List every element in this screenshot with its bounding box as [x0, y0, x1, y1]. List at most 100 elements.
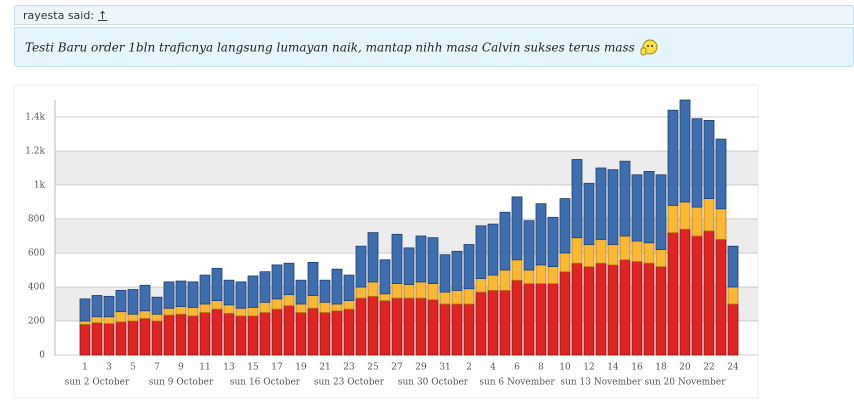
bar-segment [667, 232, 679, 356]
bar-segment [283, 305, 295, 356]
bar-segment [487, 289, 499, 356]
bar-segment [247, 306, 259, 317]
bar-segment [451, 303, 463, 356]
bar-segment [403, 284, 415, 299]
bar-segment [643, 242, 655, 264]
bar-segment [391, 297, 403, 356]
smiley [640, 39, 658, 56]
y-tick-label: 600 [28, 249, 45, 259]
x-tick-label: 22 [703, 363, 714, 373]
bar-segment [463, 244, 475, 290]
bar-segment [415, 297, 427, 356]
bar-segment [679, 99, 691, 203]
bar-segment [283, 262, 295, 296]
x-tick-label: 2 [466, 363, 472, 373]
y-tick-label: 200 [28, 317, 45, 327]
bar-segment [103, 295, 115, 318]
bar-segment [583, 266, 595, 356]
y-tick-label: 1.4k [25, 113, 45, 123]
bar-segment [379, 293, 391, 302]
bar-segment [511, 196, 523, 261]
bar-segment [547, 216, 559, 268]
bar-segment [379, 300, 391, 356]
bar-segment [355, 297, 367, 356]
bar-segment [415, 281, 427, 299]
bar-segment [115, 289, 127, 313]
week-label: sun 13 November [560, 378, 642, 388]
x-tick-label: 27 [391, 363, 403, 373]
bar-segment [439, 303, 451, 356]
bar-segment [235, 307, 247, 317]
x-tick-label: 1 [82, 363, 88, 373]
bar-segment [607, 244, 619, 266]
x-tick-label: 29 [415, 363, 427, 373]
bar-segment [487, 274, 499, 291]
bar-segment [163, 307, 175, 316]
week-label: sun 30 October [398, 378, 469, 388]
week-label: sun 2 October [65, 378, 130, 388]
bar-segment [439, 254, 451, 293]
bar-segment [547, 266, 559, 285]
bar-segment [643, 262, 655, 356]
bar-segment [535, 203, 547, 266]
bar-segment [235, 315, 247, 356]
bar-segment [523, 269, 535, 284]
bar-segment [283, 294, 295, 307]
bar-segment [247, 315, 259, 356]
bar-segment [571, 159, 583, 239]
bar-segment [127, 289, 139, 315]
bar-segment [667, 109, 679, 206]
bar-segment [703, 120, 715, 199]
post-header: rayesta said: ↑ [14, 5, 854, 25]
bar-segment [175, 313, 187, 356]
bar-segment [727, 286, 739, 305]
week-label: sun 20 November [644, 378, 726, 388]
bar-segment [607, 264, 619, 356]
bar-segment [355, 286, 367, 299]
bar-segment [619, 235, 631, 261]
bar-segment [595, 167, 607, 240]
bar-segment [259, 271, 271, 303]
bar-segment [571, 262, 583, 356]
bar-segment [379, 259, 391, 295]
bar-segment [91, 316, 103, 324]
bar-segment [79, 298, 91, 322]
bar-segment [319, 279, 331, 303]
bar-segment [187, 315, 199, 356]
author: rayesta said: [23, 9, 95, 22]
x-tick-label: 11 [199, 363, 210, 373]
bar-segment [211, 267, 223, 302]
x-tick-label: 9 [178, 363, 184, 373]
chart: 0 200 400 600 800 1k 1.2k 1.4k 1 sun 2 October 3 5 7… [13, 84, 759, 399]
bar-segment [427, 299, 439, 356]
bar-segment [451, 289, 463, 305]
x-tick-label: 5 [130, 363, 136, 373]
bar-segment [655, 249, 667, 268]
bar-segment [343, 274, 355, 302]
bar-segment [367, 295, 379, 356]
bar-segment [715, 138, 727, 210]
bar-segment [151, 296, 163, 315]
bar-segment [667, 205, 679, 234]
x-tick-label: 18 [655, 363, 667, 373]
bar-segment [607, 169, 619, 245]
bar-segment [571, 237, 583, 264]
link[interactable]: ↑ [98, 9, 108, 22]
y-tick-label: 800 [28, 215, 45, 225]
bar-segment [523, 220, 535, 271]
bar-segment [547, 283, 559, 356]
bar-segment [439, 291, 451, 305]
week-label: sun 6 November [479, 378, 555, 388]
week-label: sun 16 October [230, 378, 301, 388]
bar-segment [187, 281, 199, 308]
bar-segment [523, 283, 535, 356]
x-tick-label: 16 [631, 363, 643, 373]
bar-segment [211, 308, 223, 356]
bar-segment [463, 288, 475, 305]
bar-segment [151, 313, 163, 322]
x-tick-label: 15 [247, 363, 259, 373]
bar-segment [343, 300, 355, 310]
x-tick-label: 6 [514, 363, 520, 373]
x-tick-label: 13 [223, 363, 235, 373]
bar-segment [427, 283, 439, 301]
